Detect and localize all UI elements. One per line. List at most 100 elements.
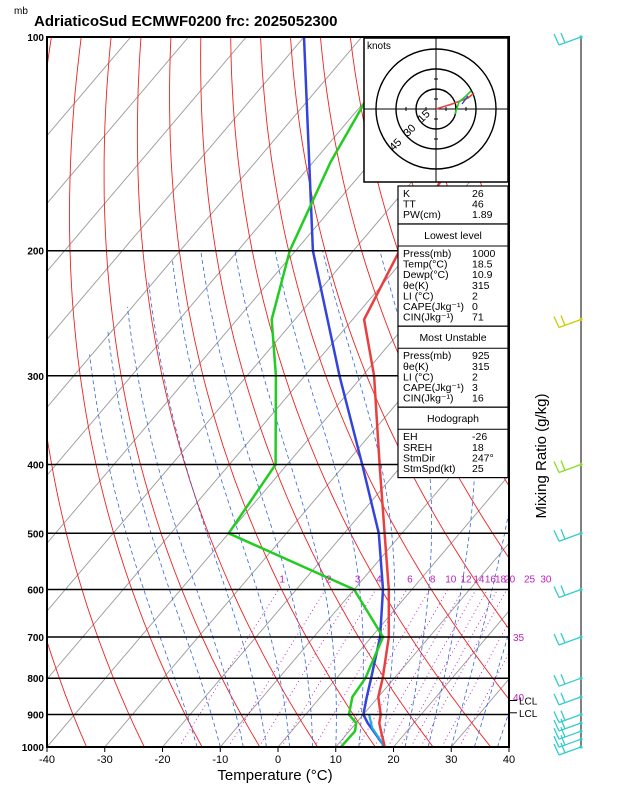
- page-title: AdriaticoSud ECMWF0200 frc: 2025052300: [34, 13, 337, 30]
- index-label: PW(cm): [403, 209, 441, 221]
- wind-barb-flag: [554, 634, 559, 645]
- section-header: Most Unstable: [419, 332, 486, 344]
- moist-adiabat-line: [90, 355, 198, 748]
- y-tick-label: 200: [27, 247, 44, 258]
- mixing-ratio-line: [259, 590, 354, 748]
- mixing-ratio-label: 25: [524, 574, 536, 585]
- index-label: StmSpd(kt): [403, 463, 456, 475]
- x-tick-label: 30: [445, 754, 457, 766]
- wind-barb-flag: [561, 460, 565, 470]
- wind-barb-dot: [579, 35, 582, 38]
- wind-barb-dot: [579, 318, 582, 321]
- moist-adiabat-line: [127, 307, 243, 747]
- wind-barb-dot: [579, 713, 582, 716]
- x-tick-label: 40: [503, 754, 515, 766]
- index-value: 16: [472, 393, 484, 405]
- wind-barb-flag: [561, 693, 565, 703]
- y-tick-label: 500: [27, 529, 44, 540]
- mixing-ratio-label: 8: [430, 574, 436, 585]
- y-tick-label: 300: [27, 372, 44, 383]
- y-tick-label: 700: [27, 633, 44, 644]
- y-axis-label-right: Mixing Ratio (g/kg): [533, 393, 550, 518]
- index-label: CIN(Jkg⁻¹): [403, 312, 453, 324]
- x-tick-label: -40: [39, 754, 55, 766]
- wind-barb: [559, 533, 581, 541]
- y-tick-label: 100: [27, 33, 44, 44]
- wind-barb-flag: [554, 586, 559, 597]
- wind-barb-flag: [561, 529, 565, 539]
- wind-barb-dot: [579, 695, 582, 698]
- theta-label: 35: [513, 633, 525, 644]
- index-value: 71: [472, 312, 484, 324]
- wind-barb: [559, 589, 581, 597]
- dry-adiabat-line: [589, 37, 618, 747]
- lcl-label: LCL: [519, 697, 538, 708]
- wind-barb-flag: [554, 694, 559, 705]
- wind-barb: [559, 37, 581, 45]
- x-tick-label: 0: [275, 754, 281, 766]
- wind-barb: [559, 464, 581, 472]
- pressure-unit-label: mb: [14, 6, 28, 17]
- y-tick-label: 900: [27, 711, 44, 722]
- wind-barb-dot: [579, 745, 582, 748]
- y-tick-label: 800: [27, 674, 44, 685]
- section-header: Lowest level: [424, 230, 482, 242]
- isotherm-line: [0, 37, 131, 747]
- mixing-ratio-label: 12: [460, 574, 472, 585]
- isotherm-line: [0, 37, 420, 747]
- wind-barb-dot: [579, 463, 582, 466]
- x-tick-label: 20: [387, 754, 399, 766]
- x-tick-label: -30: [97, 754, 113, 766]
- y-tick-label: 1000: [22, 743, 45, 754]
- wind-barb-flag: [561, 33, 565, 43]
- x-tick-label: 10: [330, 754, 342, 766]
- wind-barb-flag: [561, 585, 565, 595]
- dry-adiabat-line: [560, 37, 618, 747]
- wind-barb-flag: [554, 34, 559, 45]
- dry-adiabat-line: [530, 37, 618, 747]
- mixing-ratio-label: 10: [445, 574, 457, 585]
- y-tick-label: 600: [27, 586, 44, 597]
- wind-barb-dot: [579, 730, 582, 733]
- section-header: Hodograph: [427, 413, 479, 425]
- mixing-ratio-label: 3: [355, 574, 361, 585]
- index-value: 25: [472, 463, 484, 475]
- mixing-ratio-label: 4: [376, 574, 382, 585]
- wind-barb-flag: [561, 674, 565, 684]
- moist-adiabat-line: [275, 251, 363, 747]
- wind-barb: [559, 637, 581, 645]
- isotherm-line: [105, 37, 618, 747]
- lcl-label: LCL: [519, 709, 538, 720]
- wind-barb: [559, 697, 581, 705]
- dry-adiabat-line: [34, 37, 145, 747]
- mixing-ratio-label: 1: [279, 574, 285, 585]
- isotherm-line: [0, 37, 304, 747]
- mixing-ratio-label: 2: [326, 574, 332, 585]
- mixing-ratio-label: 14: [473, 574, 485, 585]
- wind-barb-flag: [554, 317, 559, 328]
- wind-barb-dot: [579, 588, 582, 591]
- wind-barb-flag: [561, 633, 565, 643]
- wind-barb: [559, 747, 581, 755]
- index-value: 1.89: [472, 209, 493, 221]
- wind-barb-flag: [561, 316, 565, 326]
- wind-barb-dot: [579, 677, 582, 680]
- x-tick-label: -20: [155, 754, 171, 766]
- wind-barb: [559, 678, 581, 686]
- wind-barb: [559, 320, 581, 328]
- mixing-ratio-line: [411, 590, 498, 748]
- x-tick-label: -10: [212, 754, 228, 766]
- mixing-ratio-label: 6: [407, 574, 413, 585]
- dry-adiabat-line: [70, 37, 203, 747]
- moist-adiabat-line: [235, 251, 337, 747]
- x-axis-label: Temperature (°C): [217, 767, 332, 784]
- wind-barb-dot: [579, 635, 582, 638]
- moist-adiabat-line: [148, 280, 266, 747]
- wind-barb-flag: [554, 675, 559, 686]
- wind-barb-dot: [579, 738, 582, 741]
- mixing-ratio-label: 30: [540, 574, 552, 585]
- wind-barb-dot: [579, 532, 582, 535]
- index-label: CIN(Jkg⁻¹): [403, 393, 453, 405]
- wind-barb-flag: [554, 530, 559, 541]
